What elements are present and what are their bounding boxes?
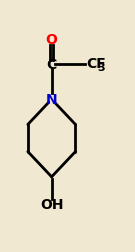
Text: N: N [46, 93, 58, 107]
Text: 3: 3 [97, 63, 104, 73]
Text: C: C [47, 58, 57, 72]
Text: CF: CF [86, 57, 106, 71]
Text: OH: OH [40, 198, 63, 211]
Text: O: O [46, 33, 58, 47]
